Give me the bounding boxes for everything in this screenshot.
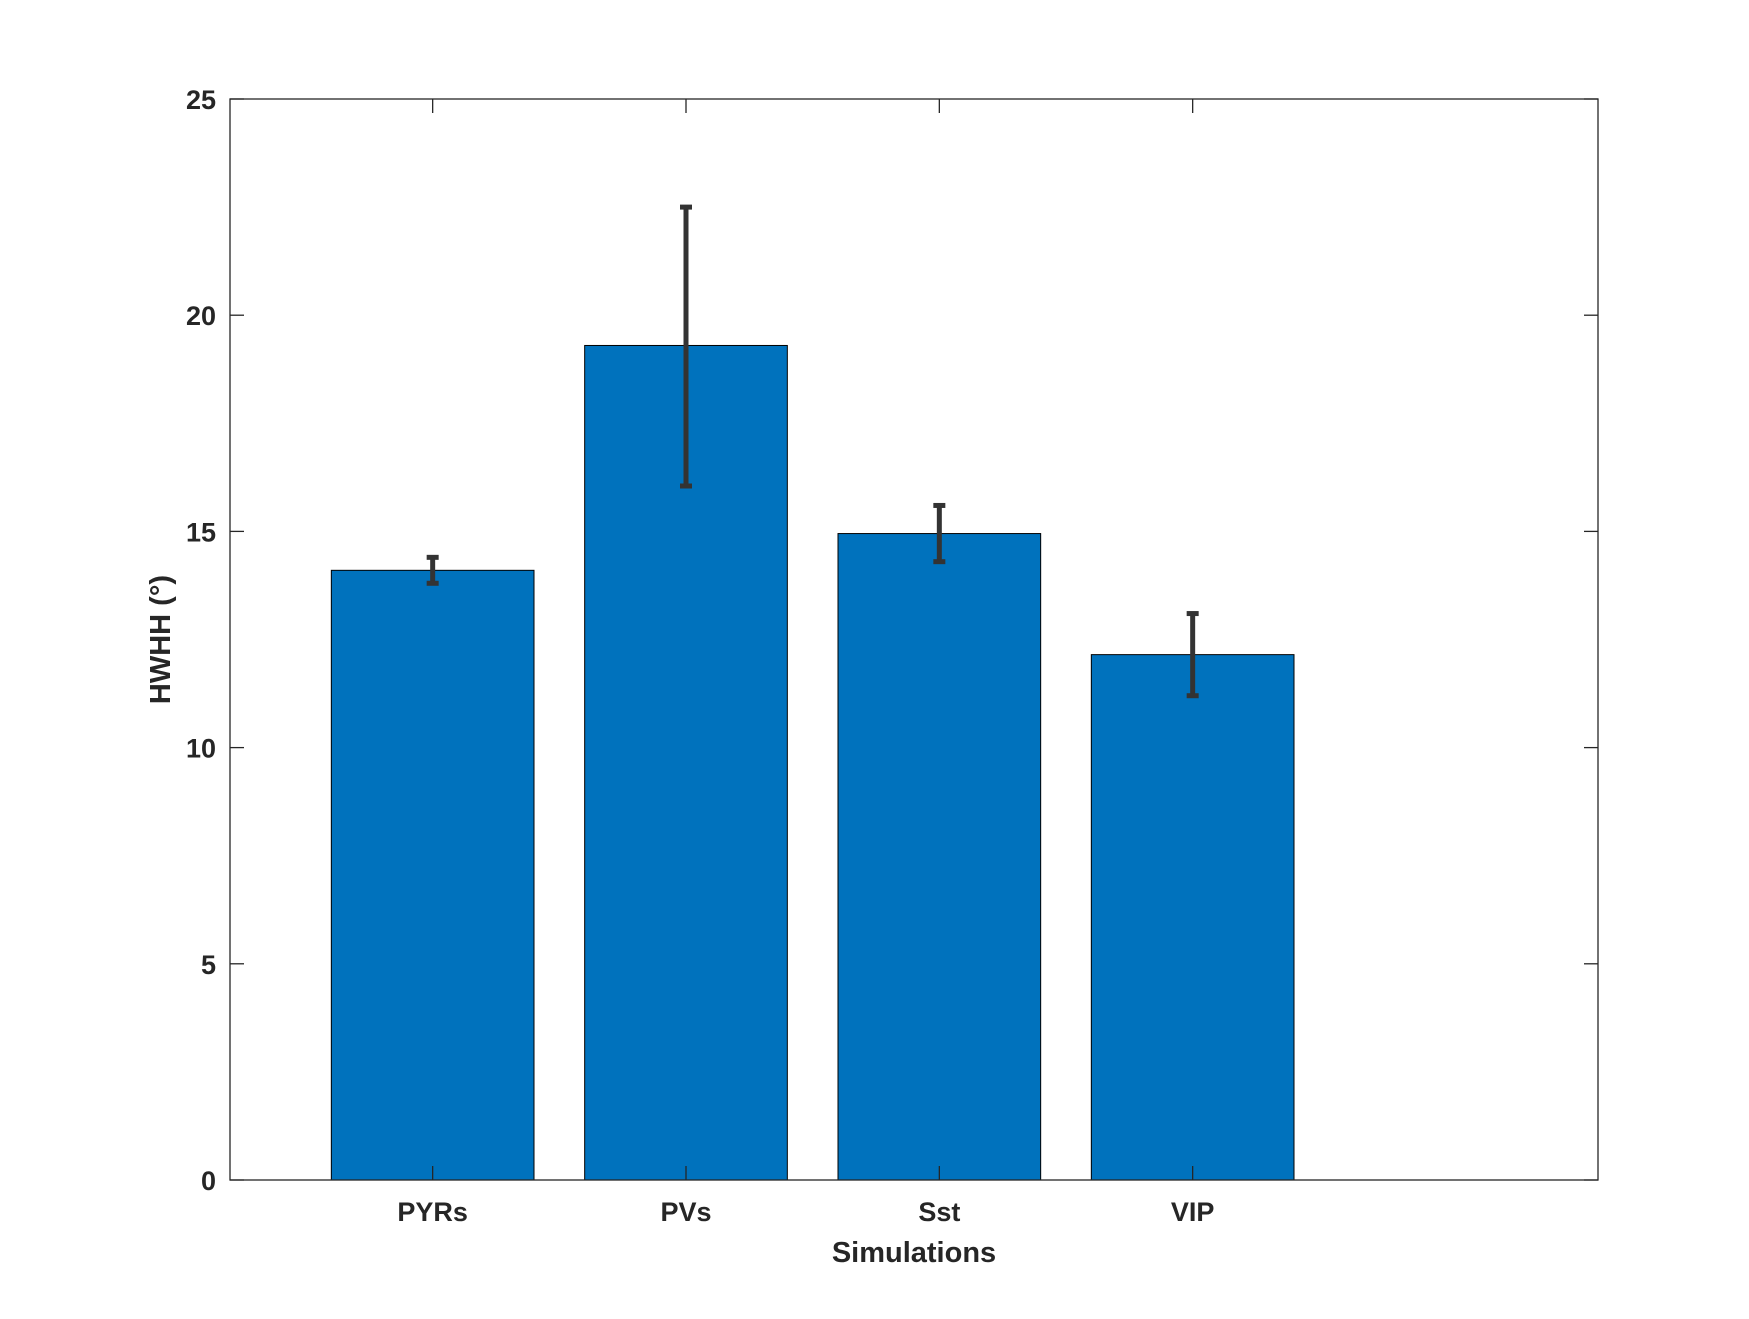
- y-axis-label: HWHH (°): [145, 575, 177, 704]
- axis-ticks-layer: PYRs PVs Sst VIP 0 5 10 15 20 25: [186, 85, 1598, 1227]
- y-tick-label-10: 10: [186, 734, 216, 764]
- bar-pyrs: [330, 569, 535, 1181]
- bar-vip: [1090, 654, 1295, 1181]
- y-tick-label-25: 25: [186, 85, 216, 115]
- x-axis-label: Simulations: [832, 1237, 996, 1269]
- x-tick-label-pyrs: PYRs: [397, 1197, 468, 1227]
- bars-layer: [330, 344, 1295, 1181]
- y-tick-label-15: 15: [186, 517, 216, 547]
- error-bars-layer: [426, 204, 1199, 699]
- x-tick-label-sst: Sst: [918, 1197, 960, 1227]
- x-tick-label-pvs: PVs: [660, 1197, 711, 1227]
- x-tick-label-vip: VIP: [1171, 1197, 1215, 1227]
- y-tick-label-5: 5: [201, 950, 216, 980]
- y-tick-label-0: 0: [201, 1166, 216, 1196]
- bar-sst: [837, 533, 1042, 1181]
- plot-area-frame: [229, 98, 1599, 1181]
- y-tick-label-20: 20: [186, 301, 216, 331]
